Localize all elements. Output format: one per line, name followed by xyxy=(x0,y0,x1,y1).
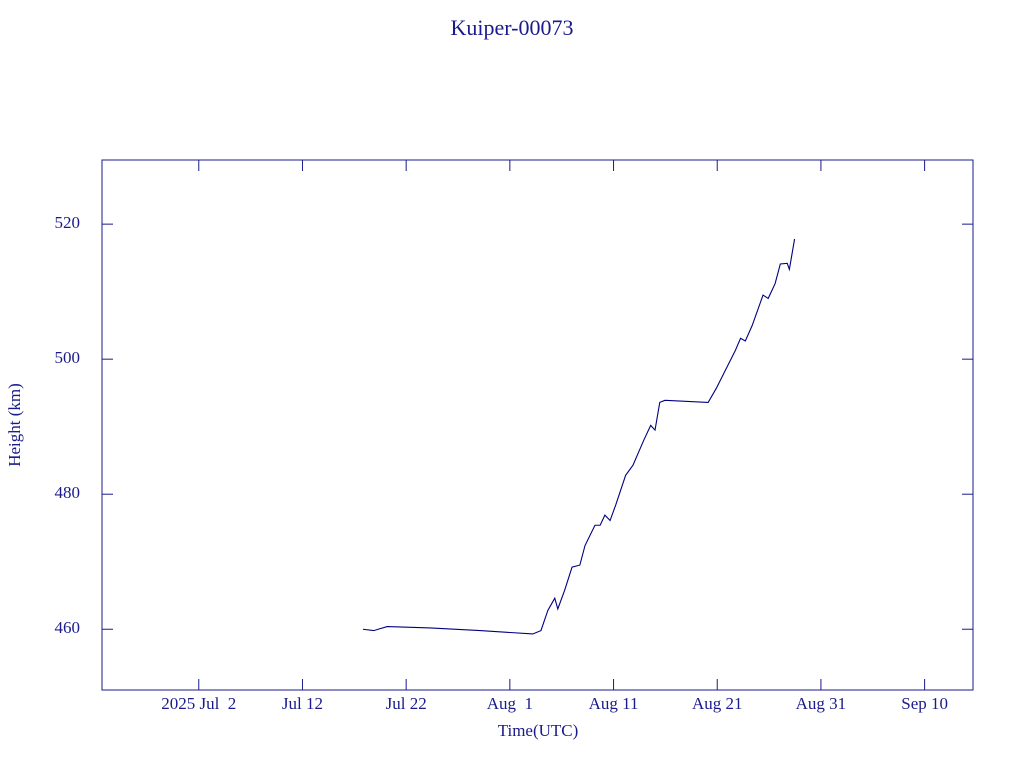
y-tick-label: 520 xyxy=(55,213,81,232)
x-axis-label: Time(UTC) xyxy=(498,721,579,740)
x-tick-label: Jul 22 xyxy=(386,694,427,713)
x-tick-label: 2025 Jul 2 xyxy=(161,694,236,713)
x-tick-label: Aug 1 xyxy=(487,694,533,713)
x-tick-label: Aug 11 xyxy=(589,694,639,713)
x-tick-label: Aug 21 xyxy=(692,694,743,713)
chart-title: Kuiper-00073 xyxy=(451,15,574,40)
x-tick-label: Aug 31 xyxy=(796,694,847,713)
x-tick-label: Jul 12 xyxy=(282,694,323,713)
y-tick-label: 500 xyxy=(55,348,81,367)
data-line xyxy=(362,238,796,635)
x-tick-label: Sep 10 xyxy=(901,694,948,713)
y-tick-label: 460 xyxy=(55,618,81,637)
y-tick-label: 480 xyxy=(55,483,81,502)
y-axis-label: Height (km) xyxy=(5,383,24,467)
plot-frame xyxy=(101,159,974,691)
